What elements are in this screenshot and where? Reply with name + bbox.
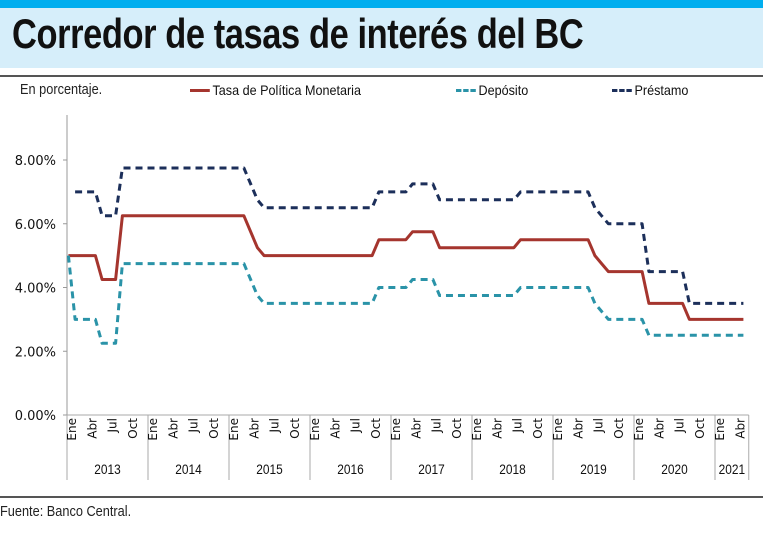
y-tick-label: 8.00% [15, 154, 56, 169]
month-tick-label: Abr [166, 418, 180, 439]
chart-title: Corredor de tasas de interés del BC [12, 10, 584, 57]
month-tick-label: Abr [733, 418, 747, 439]
year-label: 2019 [580, 461, 606, 477]
month-tick-label: Ene [389, 418, 403, 441]
y-tick-label: 0.00% [15, 409, 56, 424]
month-tick-label: Abr [247, 418, 261, 439]
series-line-tasa-de-pol-tica-monetaria [68, 214, 744, 321]
y-tick-label: 4.00% [15, 282, 56, 297]
month-tick-label: Oct [693, 418, 707, 439]
month-tick-label: Jul [592, 418, 606, 433]
month-tick-label: Ene [470, 418, 484, 441]
month-tick-label: Jul [187, 418, 201, 433]
month-tick-label: Oct [612, 418, 626, 439]
year-label: 2021 [719, 461, 745, 477]
month-tick-label: Ene [146, 418, 160, 441]
series-line-pr-stamo [75, 166, 744, 305]
title-band [0, 8, 763, 68]
divider [0, 75, 763, 77]
year-label: 2016 [337, 461, 363, 477]
month-tick-label: Abr [490, 418, 504, 439]
month-tick-label: Oct [288, 418, 302, 439]
series-line-dep-sito [66, 255, 744, 345]
month-tick-label: Ene [713, 418, 727, 441]
legend-item-deposito: Depósito [456, 82, 528, 98]
unit-label: En porcentaje. [20, 81, 103, 98]
source-note: Fuente: Banco Central. [0, 503, 132, 520]
month-tick-label: Abr [652, 418, 666, 439]
legend-swatch [456, 88, 476, 92]
month-tick-label: Abr [409, 418, 423, 439]
month-tick-label: Jul [106, 418, 120, 433]
year-label: 2014 [175, 461, 201, 477]
legend-swatch [190, 88, 210, 92]
month-tick-label: Jul [511, 418, 525, 433]
month-tick-label: Oct [531, 418, 545, 439]
month-tick-label: Jul [349, 418, 363, 433]
month-tick-label: Abr [85, 418, 99, 439]
legend-label: Préstamo [634, 82, 689, 98]
month-tick-label: Abr [571, 418, 585, 439]
month-tick-label: Ene [308, 418, 322, 441]
legend-swatch [612, 88, 632, 92]
month-tick-label: Jul [673, 418, 687, 433]
month-tick-label: Oct [450, 418, 464, 439]
year-label: 2015 [256, 461, 282, 477]
top-accent-bar [0, 0, 763, 8]
year-label: 2013 [94, 461, 120, 477]
month-tick-label: Oct [126, 418, 140, 439]
y-tick-label: 6.00% [15, 218, 56, 233]
legend-item-tpm: Tasa de Política Monetaria [190, 82, 361, 98]
legend-label: Tasa de Política Monetaria [212, 82, 361, 98]
month-tick-label: Jul [268, 418, 282, 433]
month-tick-label: Jul [430, 418, 444, 433]
month-tick-label: Ene [65, 418, 79, 441]
month-tick-label: Ene [632, 418, 646, 441]
month-tick-label: Oct [207, 418, 221, 439]
year-label: 2018 [499, 461, 525, 477]
year-label: 2017 [418, 461, 444, 477]
month-tick-label: Abr [328, 418, 342, 439]
month-tick-label: Ene [551, 418, 565, 441]
year-label: 2020 [661, 461, 687, 477]
legend-label: Depósito [478, 82, 529, 98]
divider [0, 496, 763, 498]
legend-item-prestamo: Préstamo [612, 82, 688, 98]
month-tick-label: Oct [369, 418, 383, 439]
month-tick-label: Ene [227, 418, 241, 441]
y-tick-label: 2.00% [15, 345, 56, 360]
